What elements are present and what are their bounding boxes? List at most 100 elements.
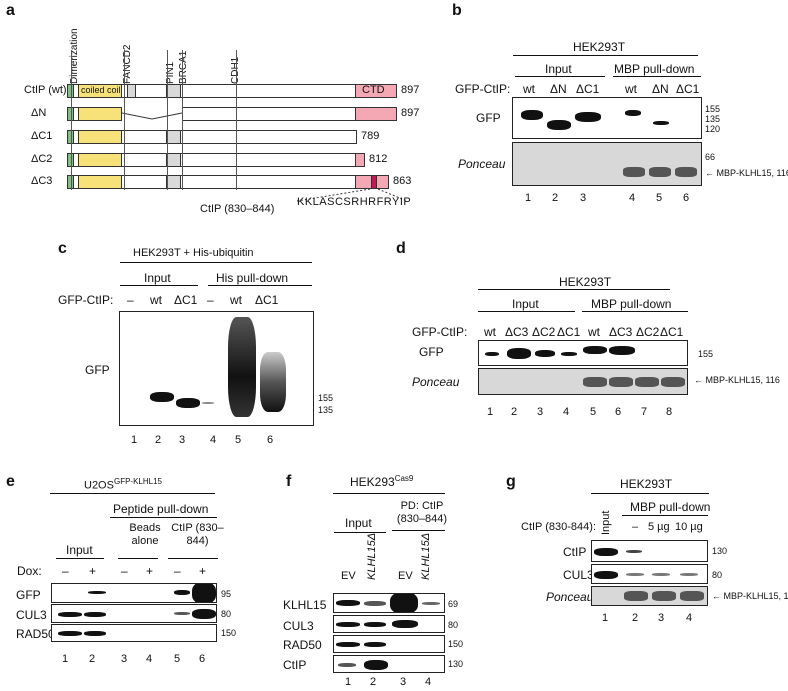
header-rule (333, 493, 445, 494)
dox-value: + (89, 564, 97, 578)
lane-number: 8 (666, 406, 673, 418)
lane-top: ΔC1 (174, 293, 198, 307)
mw-marker: 155 (698, 349, 714, 359)
lane-top: ΔC1 (660, 325, 684, 339)
mbp-marker: ← MBP-KLHL15, 116 (694, 375, 780, 385)
conc-value: 5 µg (648, 521, 670, 533)
blot-label-ponceau: Ponceau (412, 375, 460, 389)
lane-number: 1 (487, 406, 494, 418)
header-rule (591, 493, 709, 494)
cell-line-sup: Cas9 (394, 474, 414, 483)
header-rule (120, 262, 312, 263)
mw-marker: 150 (221, 628, 237, 638)
lane-top: wt (523, 82, 535, 96)
blot-label: RAD50 (283, 638, 322, 652)
input-label: Input (345, 516, 372, 530)
construct-label-dc1: ΔC1 (31, 130, 53, 142)
header-rule (478, 289, 670, 290)
group-rule (120, 285, 198, 286)
mbp-marker-label: MBP-KLHL15, 116 (723, 591, 788, 601)
input-label: Input (512, 297, 539, 311)
mw-marker: 155 (705, 104, 721, 114)
mw-marker: 80 (448, 620, 459, 630)
group-rule (56, 558, 104, 559)
peptide-label: CtIP (830–844) (200, 203, 275, 215)
lane-top: ΔN (550, 82, 567, 96)
mbp-marker-label: MBP-KLHL15, 116 (716, 168, 788, 178)
cell-line: HEK293T (559, 275, 612, 289)
construct-label-dc2: ΔC2 (31, 153, 53, 165)
group-rule (168, 558, 218, 559)
lane-number: 2 (89, 653, 96, 665)
mw-marker: 80 (712, 570, 723, 580)
coiled-coil-domain (78, 84, 122, 98)
panel-d-letter: d (396, 240, 406, 257)
dox-value: – (121, 564, 128, 578)
lane-number: 1 (602, 612, 609, 624)
coiled-coil-domain (78, 107, 122, 121)
gfp-ctip-label: GFP-CtIP: (58, 293, 114, 307)
dox-value: – (62, 564, 69, 578)
pulldown-label: His pull-down (216, 271, 289, 285)
lane-number: 2 (552, 192, 559, 204)
blot-label-gfp: GFP (85, 363, 110, 377)
conc-value: 10 µg (675, 521, 703, 533)
lane-top: KLHL15Δ (420, 532, 432, 580)
blot-ponceau (512, 142, 702, 186)
lane-number: 1 (525, 192, 532, 204)
group-rule (392, 530, 445, 531)
pin1-domain (166, 84, 181, 98)
ctip-conc-label: CtIP (830-844): (521, 521, 597, 533)
lane-top: ΔC2 (532, 325, 556, 339)
mw-marker: 135 (705, 114, 721, 124)
mw-marker: 95 (221, 589, 232, 599)
dox-value: – (174, 564, 181, 578)
blot-label: CtIP (563, 545, 587, 559)
domain-guide-line (71, 50, 72, 190)
dimerization-domain (67, 84, 74, 98)
dox-value: + (199, 564, 207, 578)
cell-line: HEK293T (620, 477, 673, 491)
lane-top: ΔC1 (557, 325, 581, 339)
blot-cul3 (333, 615, 445, 633)
lane-number: 5 (235, 434, 242, 446)
lane-number: 4 (686, 612, 693, 624)
blot-ctip (333, 655, 445, 673)
construct-size-dc2: 812 (369, 153, 388, 165)
blot-gfp (51, 583, 217, 603)
dimerization-domain (67, 153, 74, 167)
conc-value: – (632, 521, 639, 533)
lane-top: ΔC2 (636, 325, 660, 339)
lane-number: 6 (267, 434, 274, 446)
mw-marker: 130 (448, 659, 464, 669)
blot-klhl15 (333, 593, 445, 613)
lane-top: wt (230, 293, 242, 307)
pulldown-label: MBP pull-down (630, 500, 711, 514)
pin1-domain (166, 175, 181, 189)
domain-label-brca1: BRCA1 (178, 50, 189, 84)
ctd-domain (355, 153, 365, 167)
ctd-domain (355, 107, 397, 121)
blot-label: CUL3 (283, 619, 314, 633)
ctip-peptide-label: CtIP (830–844) (171, 522, 224, 547)
lane-number: 3 (537, 406, 544, 418)
cell-line: HEK293Cas9 (350, 474, 413, 489)
construct-size-dc1: 789 (361, 130, 380, 142)
lane-number: 1 (131, 434, 138, 446)
blot-gfp (512, 97, 702, 139)
mw-marker: 150 (448, 639, 464, 649)
lane-top: wt (484, 325, 496, 339)
lane-top: KLHL15Δ (366, 532, 378, 580)
construct-size-dn: 897 (401, 107, 420, 119)
header-rule (50, 493, 215, 494)
lane-number: 4 (210, 434, 217, 446)
domain-guide-line (236, 50, 237, 190)
lane-number: 3 (658, 612, 665, 624)
blot-label-ponceau: Ponceau (458, 157, 506, 171)
dox-label: Dox: (17, 564, 42, 578)
lane-top: wt (150, 293, 162, 307)
coiled-coil-domain (78, 130, 122, 144)
panel-g-letter: g (506, 473, 516, 490)
pin1-domain (166, 153, 181, 167)
group-rule (208, 285, 312, 286)
